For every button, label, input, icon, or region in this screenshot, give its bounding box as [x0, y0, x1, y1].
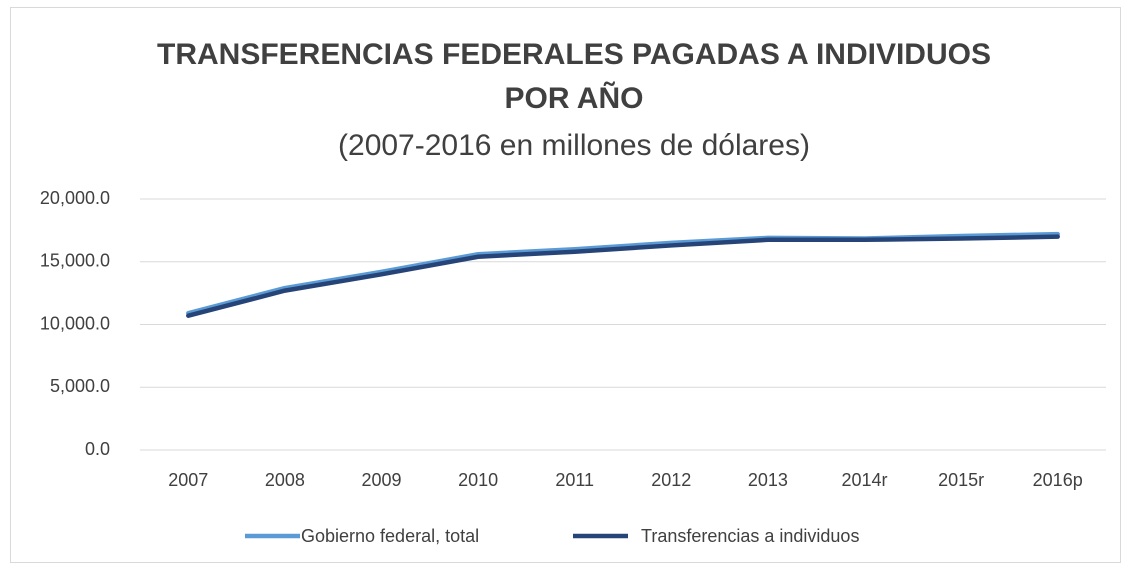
x-tick-label: 2010: [458, 470, 498, 490]
y-tick-label: 0.0: [85, 439, 110, 459]
series-line: [186, 234, 1060, 318]
x-tick-label: 2009: [361, 470, 401, 490]
legend-label: Gobierno federal, total: [301, 526, 479, 546]
y-tick-label: 20,000.0: [40, 188, 110, 208]
x-tick-label: 2016p: [1033, 470, 1083, 490]
chart-frame: [10, 7, 1121, 563]
x-tick-label: 2015r: [938, 470, 984, 490]
y-tick-label: 15,000.0: [40, 251, 110, 271]
chart-title: TRANSFERENCIAS FEDERALES PAGADAS A INDIV…: [157, 38, 991, 71]
x-tick-label: 2012: [651, 470, 691, 490]
x-tick-label: 2011: [555, 470, 594, 490]
legend-label: Transferencias a individuos: [641, 526, 859, 546]
x-tick-label: 2014r: [841, 470, 887, 490]
y-tick-label: 10,000.0: [40, 313, 110, 333]
y-tick-label: 5,000.0: [50, 376, 110, 396]
chart-subtitle: (2007-2016 en millones de dólares): [338, 129, 810, 162]
x-tick-label: 2007: [168, 470, 208, 490]
x-tick-label: 2008: [265, 470, 305, 490]
chart-title: POR AÑO: [505, 81, 644, 115]
x-tick-label: 2013: [748, 470, 788, 490]
